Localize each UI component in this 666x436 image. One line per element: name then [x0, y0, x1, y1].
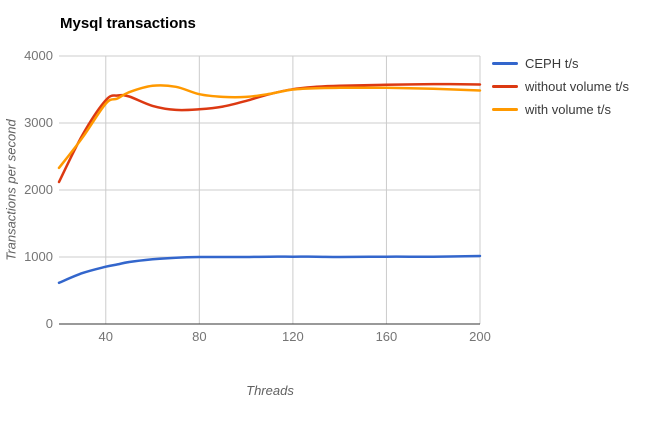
y-tick-label: 0 [45, 316, 53, 331]
legend-item-without-volume-t-s[interactable]: without volume t/s [492, 75, 629, 98]
y-tick-label: 3000 [24, 115, 53, 130]
x-tick-label: 200 [469, 329, 491, 344]
series-line-with-volume-t-s[interactable] [57, 84, 482, 170]
y-tick-label: 2000 [24, 182, 53, 197]
legend: CEPH t/s without volume t/s with volume t/… [492, 52, 629, 121]
x-tick-label: 160 [375, 329, 398, 344]
legend-item-ceph-t-s[interactable]: CEPH t/s [492, 52, 629, 75]
y-tick-label: 1000 [24, 249, 53, 264]
x-tick-label: 80 [192, 329, 207, 344]
legend-line-swatch [492, 85, 518, 88]
x-tick-label: 40 [98, 329, 113, 344]
series-line-without-volume-t-s[interactable] [57, 82, 482, 184]
x-tick-label: 120 [282, 329, 304, 344]
x-axis-title: Threads [246, 383, 294, 398]
legend-label: CEPH t/s [525, 56, 579, 71]
legend-item-with-volume-t-s[interactable]: with volume t/s [492, 98, 629, 121]
legend-label: without volume t/s [525, 79, 630, 94]
legend-line-swatch [492, 62, 518, 65]
y-tick-label: 4000 [24, 48, 53, 63]
chart-title: Mysql transactions [60, 15, 196, 32]
legend-label: with volume t/s [525, 102, 611, 117]
series-line-ceph-t-s[interactable] [57, 254, 482, 285]
legend-line-swatch [492, 108, 518, 111]
